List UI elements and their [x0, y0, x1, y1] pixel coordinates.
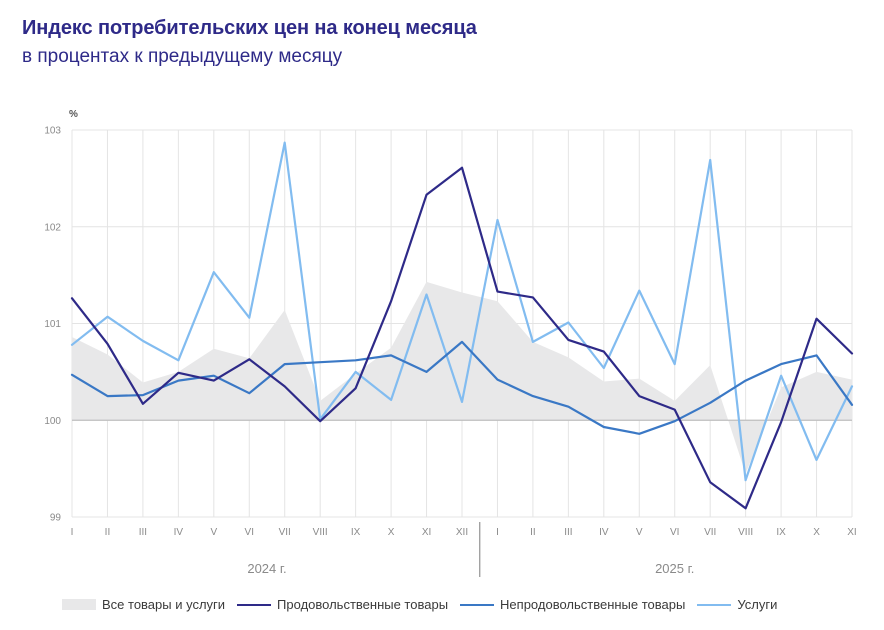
series-area-all [72, 281, 852, 474]
lines-layer [70, 141, 854, 510]
legend-item-all[interactable]: Все товары и услуги [62, 597, 225, 612]
series-line-services [70, 141, 854, 482]
legend: Все товары и услуги Продовольственные то… [62, 597, 789, 612]
series-line-food [70, 166, 854, 510]
y-tick-label: 103 [44, 126, 61, 137]
legend-label-nonfood: Непродовольственные товары [500, 597, 686, 612]
legend-label-food: Продовольственные товары [277, 597, 449, 612]
x-tick-label: III [139, 527, 147, 538]
y-tick-label: 101 [44, 319, 61, 330]
legend-item-nonfood[interactable]: Непродовольственные товары [460, 597, 685, 612]
x-tick-label: IX [351, 527, 361, 538]
x-tick-label: IV [599, 527, 609, 538]
legend-item-services[interactable]: Услуги [697, 597, 777, 612]
x-tick-label: V [210, 527, 217, 538]
x-tick-label: X [813, 527, 820, 538]
x-tick-label: VI [670, 527, 679, 538]
legend-label-services: Услуги [737, 597, 778, 612]
x-tick-label: V [636, 527, 643, 538]
chart-title: Индекс потребительских цен на конец меся… [22, 17, 477, 39]
x-tick-label: XI [422, 527, 431, 538]
legend-label-all: Все товары и услуги [102, 597, 226, 612]
x-tick-label: I [71, 527, 74, 538]
x-tick-label: VIII [738, 527, 753, 538]
x-tick-label: XI [847, 527, 856, 538]
x-tick-label: VII [704, 527, 716, 538]
year-label-2025: 2025 г. [655, 561, 694, 576]
y-tick-label: 99 [50, 513, 62, 524]
x-tick-label: I [496, 527, 499, 538]
legend-swatch-area [62, 599, 96, 610]
x-tick-label: IX [776, 527, 786, 538]
year-label-2024: 2024 г. [247, 561, 286, 576]
legend-swatch-services [697, 603, 732, 606]
area-layer [72, 281, 852, 474]
chart-subtitle: в процентах к предыдущему месяцу [22, 46, 343, 67]
x-tick-label: X [388, 527, 395, 538]
legend-swatch-nonfood [460, 603, 495, 606]
x-tick-label: VIII [313, 527, 328, 538]
x-tick-label: XII [456, 527, 468, 538]
x-tick-label: II [530, 527, 536, 538]
legend-item-food[interactable]: Продовольственные товары [237, 597, 448, 612]
x-tick-label: III [564, 527, 572, 538]
x-tick-label: II [105, 527, 111, 538]
x-tick-label: VII [279, 527, 291, 538]
y-axis-unit: % [69, 109, 78, 120]
x-tick-label: VI [245, 527, 254, 538]
y-tick-label: 100 [44, 416, 61, 427]
legend-swatch-food [237, 603, 272, 606]
y-tick-label: 102 [44, 222, 61, 233]
x-tick-label: IV [174, 527, 184, 538]
